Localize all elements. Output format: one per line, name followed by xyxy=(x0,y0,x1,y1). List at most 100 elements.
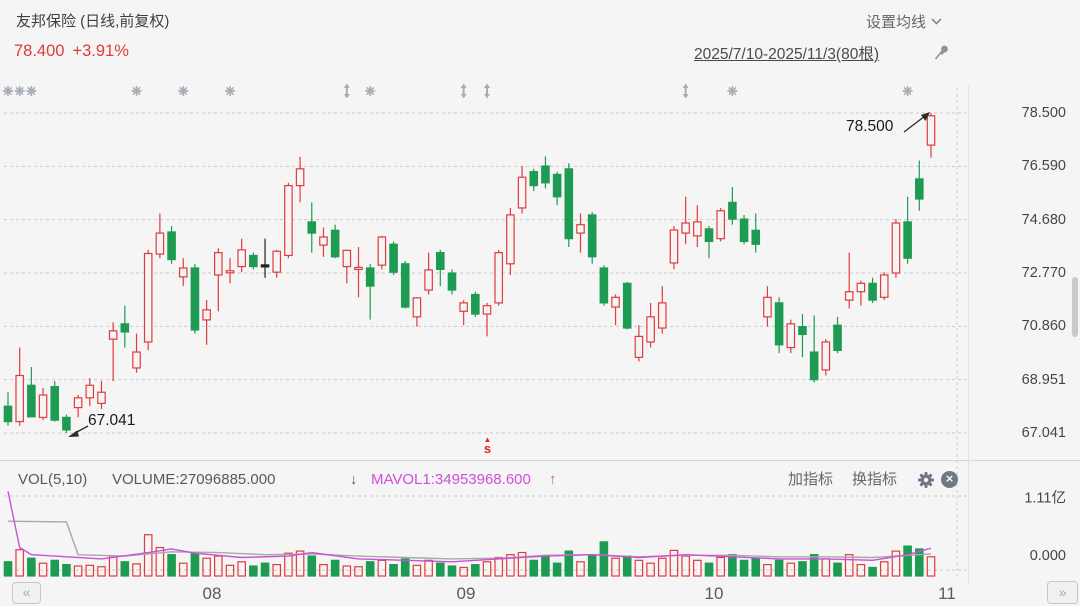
volume-bar[interactable] xyxy=(342,565,352,577)
candle[interactable] xyxy=(155,232,165,255)
candle[interactable] xyxy=(38,394,48,418)
volume-bar[interactable] xyxy=(155,546,165,577)
volume-bar[interactable] xyxy=(178,562,188,577)
close-indicator-icon[interactable]: × xyxy=(941,471,958,488)
candle[interactable] xyxy=(143,252,153,343)
switch-indicator-button[interactable]: 换指标 xyxy=(852,471,898,488)
candle[interactable] xyxy=(786,323,796,349)
volume-bar[interactable] xyxy=(424,559,433,577)
candle[interactable] xyxy=(798,326,807,336)
candle[interactable] xyxy=(389,243,398,273)
volume-bar[interactable] xyxy=(319,564,328,577)
candle[interactable] xyxy=(459,302,468,312)
volume-bar[interactable] xyxy=(97,566,106,577)
pin-icon[interactable] xyxy=(933,43,952,62)
candle[interactable] xyxy=(915,178,924,200)
volume-bar[interactable] xyxy=(482,561,492,577)
volume-bar[interactable] xyxy=(284,552,293,577)
volume-bar[interactable] xyxy=(354,566,363,577)
volume-bar[interactable] xyxy=(27,557,36,577)
volume-bar[interactable] xyxy=(3,561,13,577)
candle[interactable] xyxy=(132,351,141,369)
candle[interactable] xyxy=(120,323,130,333)
candle[interactable] xyxy=(167,231,176,261)
candle[interactable] xyxy=(330,229,340,258)
candle[interactable] xyxy=(284,185,293,257)
candle[interactable] xyxy=(178,267,188,278)
volume-bar[interactable] xyxy=(915,548,924,577)
candle[interactable] xyxy=(728,201,737,220)
candle[interactable] xyxy=(833,324,842,351)
volume-bar[interactable] xyxy=(552,562,562,577)
candle[interactable] xyxy=(354,266,363,271)
candle[interactable] xyxy=(576,224,585,234)
volume-bar[interactable] xyxy=(517,551,527,577)
volume-bar[interactable] xyxy=(377,559,387,577)
volume-bar[interactable] xyxy=(856,564,866,577)
volume-bar[interactable] xyxy=(365,561,375,577)
volume-bar[interactable] xyxy=(576,561,585,577)
volume-bar[interactable] xyxy=(716,556,725,577)
candle[interactable] xyxy=(3,405,13,423)
candle[interactable] xyxy=(856,282,866,293)
candle[interactable] xyxy=(821,341,831,371)
candle[interactable] xyxy=(319,236,328,246)
candle[interactable] xyxy=(73,397,83,409)
candle[interactable] xyxy=(657,302,667,329)
candle[interactable] xyxy=(903,221,912,259)
volume-bar[interactable] xyxy=(120,561,130,577)
candle[interactable] xyxy=(809,351,819,381)
candle[interactable] xyxy=(622,282,632,329)
volume-bar[interactable] xyxy=(693,559,702,577)
candle[interactable] xyxy=(693,221,702,237)
scroll-right-button[interactable]: » xyxy=(1047,581,1078,604)
volume-bar[interactable] xyxy=(506,554,515,577)
candle[interactable] xyxy=(108,330,118,340)
volume-bar[interactable] xyxy=(798,561,807,577)
candle[interactable] xyxy=(272,250,282,273)
date-range-link[interactable]: 2025/7/10-2025/11/3(80根) xyxy=(694,46,879,63)
volume-bar[interactable] xyxy=(400,558,410,577)
candle[interactable] xyxy=(517,176,527,209)
candle[interactable] xyxy=(751,229,761,245)
candle[interactable] xyxy=(237,249,246,268)
volume-bar[interactable] xyxy=(435,562,445,577)
volume-bar[interactable] xyxy=(833,562,842,577)
scrollbar-thumb[interactable] xyxy=(1072,277,1078,337)
volume-bar[interactable] xyxy=(389,564,398,577)
add-indicator-button[interactable]: 加指标 xyxy=(788,471,834,488)
candle[interactable] xyxy=(868,282,877,301)
volume-bar[interactable] xyxy=(587,554,597,577)
candle[interactable] xyxy=(214,252,223,276)
volume-bar[interactable] xyxy=(879,561,889,577)
candle[interactable] xyxy=(494,252,504,304)
candle[interactable] xyxy=(552,173,562,198)
volume-bar[interactable] xyxy=(272,564,282,577)
volume-bar[interactable] xyxy=(529,559,539,577)
candle[interactable] xyxy=(15,374,24,423)
candle[interactable] xyxy=(447,272,457,291)
volume-bar[interactable] xyxy=(926,556,936,577)
candle[interactable] xyxy=(97,391,106,405)
volume-bar[interactable] xyxy=(295,550,305,577)
candle[interactable] xyxy=(307,221,317,234)
candle[interactable] xyxy=(400,263,410,308)
candle[interactable] xyxy=(377,236,387,266)
candle[interactable] xyxy=(482,305,492,315)
candle[interactable] xyxy=(704,228,714,243)
volume-bar[interactable] xyxy=(412,564,422,577)
volume-bar[interactable] xyxy=(599,541,609,577)
volume-bar[interactable] xyxy=(821,558,831,577)
candle[interactable] xyxy=(471,293,480,315)
volume-bar[interactable] xyxy=(728,554,737,577)
volume-bar[interactable] xyxy=(681,555,690,577)
volume-bar[interactable] xyxy=(669,549,679,577)
candle[interactable] xyxy=(295,168,305,187)
candle[interactable] xyxy=(62,416,71,431)
event-marker-s[interactable]: ▲ s xyxy=(480,436,495,456)
candle[interactable] xyxy=(225,270,235,274)
volume-bar[interactable] xyxy=(73,565,83,577)
candle[interactable] xyxy=(529,171,539,187)
candle[interactable] xyxy=(424,269,433,291)
